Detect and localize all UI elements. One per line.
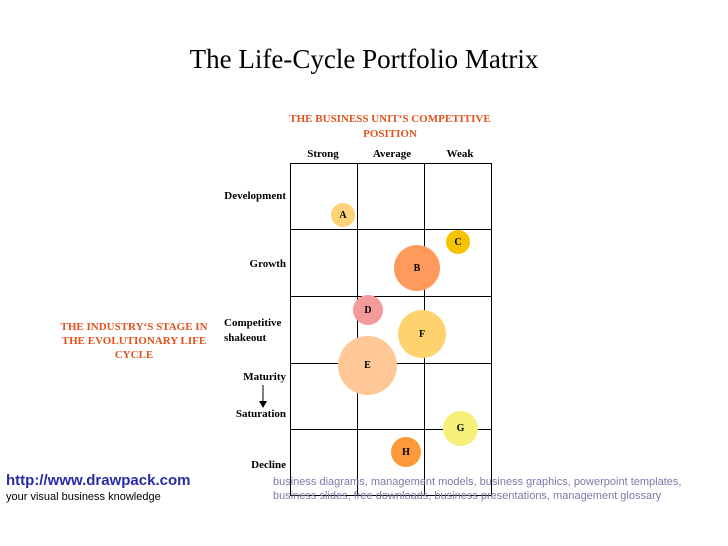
- bubble-a: A: [331, 203, 355, 227]
- bubble-h: H: [391, 437, 421, 467]
- column-header-strong: Strong: [307, 148, 339, 160]
- maturity-arrow: [259, 385, 267, 408]
- row-label-decline: Decline: [251, 459, 286, 471]
- matrix-grid-lines: [290, 163, 492, 496]
- row-label-development: Development: [224, 190, 286, 202]
- row-label-competitive-shakeout: Competitive shakeout: [224, 317, 282, 344]
- row-label-maturity: Maturity: [243, 371, 286, 383]
- bubble-d: D: [353, 295, 383, 325]
- bubble-g: G: [443, 411, 478, 446]
- bubble-f: F: [398, 310, 446, 358]
- bubble-c: C: [446, 230, 470, 254]
- footer-link[interactable]: http://www.drawpack.com: [6, 472, 191, 489]
- column-header-average: Average: [372, 148, 412, 160]
- bubble-e: E: [338, 336, 397, 395]
- column-header-weak: Weak: [446, 148, 474, 160]
- portfolio-matrix-grid: [290, 163, 492, 496]
- bubble-b: B: [394, 245, 440, 291]
- footer-description: business diagrams, management models, bu…: [273, 476, 682, 502]
- row-label-saturation: Saturation: [235, 408, 286, 420]
- competitive-position-heading: THE BUSINESS UNIT‘S COMPETITIVE POSITION: [289, 113, 491, 140]
- industry-stage-heading: THE INDUSTRY‘S STAGE IN THE EVOLUTIONARY…: [60, 321, 208, 361]
- page-title: The Life-Cycle Portfolio Matrix: [189, 44, 539, 74]
- footer-tagline: your visual business knowledge: [6, 491, 161, 503]
- row-label-growth: Growth: [249, 258, 286, 270]
